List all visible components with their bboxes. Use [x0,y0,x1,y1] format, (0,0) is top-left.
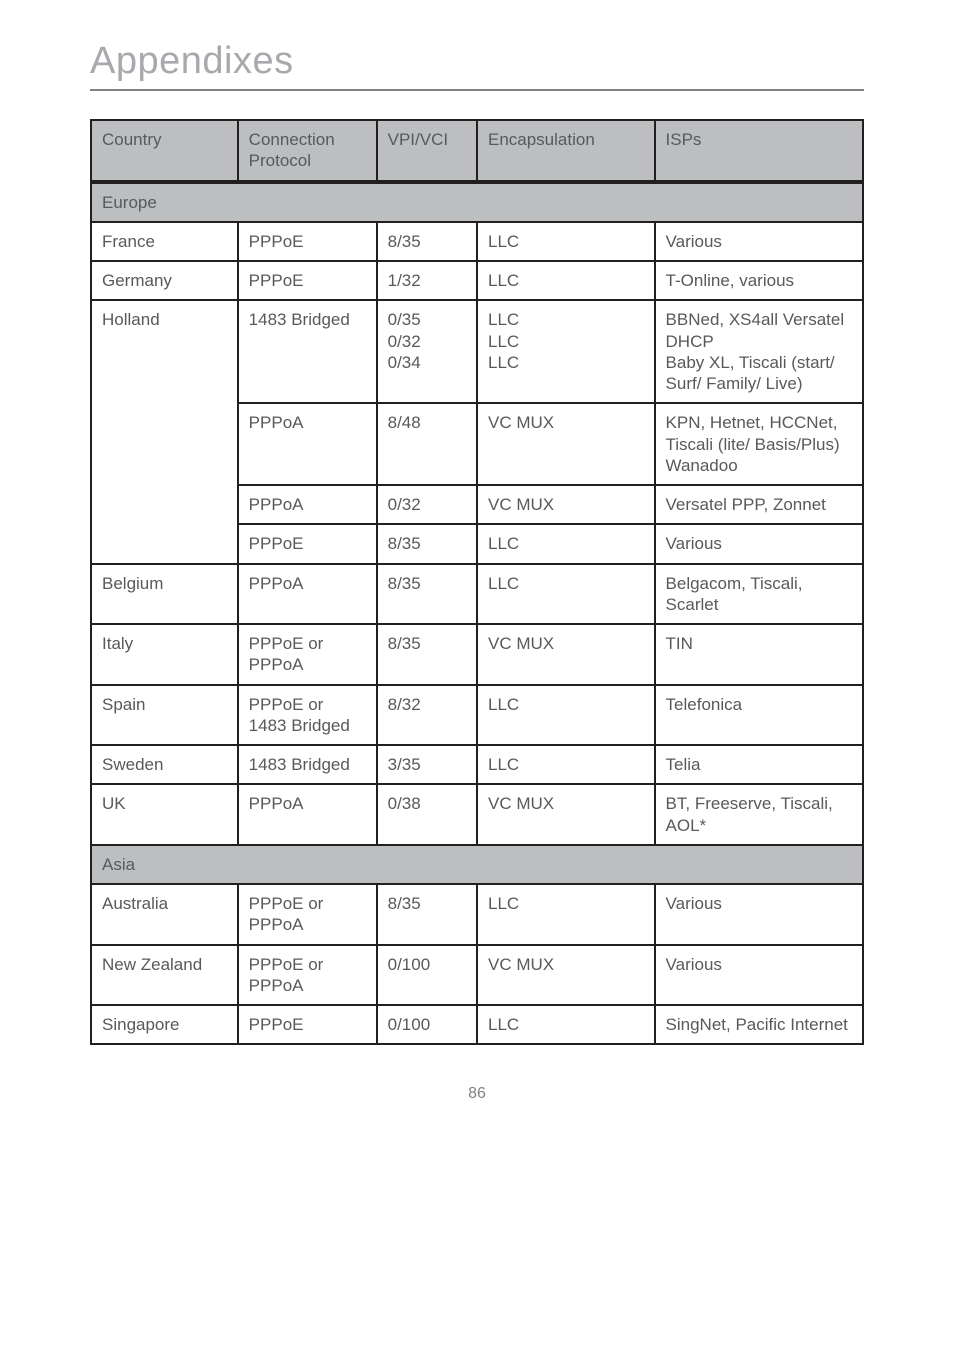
table-row: BelgiumPPPoA8/35LLCBelgacom, Tiscali, Sc… [91,564,863,625]
cell-isps: T-Online, various [655,261,863,300]
table-row: SingaporePPPoE0/100LLCSingNet, Pacific I… [91,1005,863,1044]
cell-vpivci: 0/350/320/34 [377,300,477,403]
header-isps: ISPs [655,120,863,182]
cell-country: Australia [91,884,238,945]
cell-isps: KPN, Hetnet, HCCNet, Tiscali (lite/ Basi… [655,403,863,485]
cell-encap: LLC [477,222,655,261]
cell-encap: VC MUX [477,945,655,1006]
cell-protocol: 1483 Bridged [238,300,377,403]
cell-encap: VC MUX [477,784,655,845]
cell-encap: LLC [477,564,655,625]
section-label: Europe [91,182,863,222]
cell-encap: VC MUX [477,485,655,524]
table-row: FrancePPPoE8/35LLCVarious [91,222,863,261]
cell-protocol: PPPoE or PPPoA [238,945,377,1006]
cell-isps: Various [655,945,863,1006]
header-vpivci: VPI/VCI [377,120,477,182]
cell-protocol: PPPoA [238,564,377,625]
cell-vpivci: 0/100 [377,945,477,1006]
table-row: SpainPPPoE or1483 Bridged8/32LLCTelefoni… [91,685,863,746]
cell-isps: Telia [655,745,863,784]
cell-vpivci: 0/38 [377,784,477,845]
cell-vpivci: 8/35 [377,564,477,625]
cell-encap: LLC [477,524,655,563]
cell-encap: LLC [477,884,655,945]
cell-protocol: PPPoE or1483 Bridged [238,685,377,746]
page-number: 86 [90,1085,864,1103]
section-label: Asia [91,845,863,884]
cell-encap: LLC [477,1005,655,1044]
cell-protocol: PPPoE or PPPoA [238,624,377,685]
cell-country: Sweden [91,745,238,784]
cell-protocol: PPPoE [238,261,377,300]
cell-vpivci: 3/35 [377,745,477,784]
cell-isps: TIN [655,624,863,685]
cell-isps: Versatel PPP, Zonnet [655,485,863,524]
cell-country: Spain [91,685,238,746]
cell-vpivci: 8/35 [377,524,477,563]
table-row: GermanyPPPoE1/32LLCT-Online, various [91,261,863,300]
cell-vpivci: 8/48 [377,403,477,485]
cell-protocol: PPPoA [238,784,377,845]
cell-protocol: PPPoA [238,485,377,524]
cell-isps: BT, Freeserve, Tiscali, AOL* [655,784,863,845]
cell-vpivci: 8/35 [377,624,477,685]
cell-country: Belgium [91,564,238,625]
table-row: New ZealandPPPoE or PPPoA0/100VC MUXVari… [91,945,863,1006]
cell-country: Germany [91,261,238,300]
cell-vpivci: 8/35 [377,884,477,945]
appendix-table: Country Connection Protocol VPI/VCI Enca… [90,119,864,1045]
cell-isps: Various [655,884,863,945]
cell-protocol: PPPoE [238,222,377,261]
table-row: UKPPPoA0/38VC MUXBT, Freeserve, Tiscali,… [91,784,863,845]
cell-isps: SingNet, Pacific Internet [655,1005,863,1044]
cell-vpivci: 1/32 [377,261,477,300]
cell-encap: VC MUX [477,624,655,685]
cell-encap: LLCLLCLLC [477,300,655,403]
table-row: Holland1483 Bridged0/350/320/34LLCLLCLLC… [91,300,863,403]
cell-isps: Telefonica [655,685,863,746]
cell-encap: LLC [477,685,655,746]
cell-protocol: PPPoE or PPPoA [238,884,377,945]
cell-protocol: PPPoE [238,1005,377,1044]
cell-protocol: PPPoE [238,524,377,563]
header-country: Country [91,120,238,182]
cell-encap: LLC [477,745,655,784]
cell-vpivci: 0/100 [377,1005,477,1044]
cell-country: UK [91,784,238,845]
cell-country: France [91,222,238,261]
cell-isps: BBNed, XS4all Versatel DHCPBaby XL, Tisc… [655,300,863,403]
cell-vpivci: 8/35 [377,222,477,261]
section-row: Asia [91,845,863,884]
table-header-row: Country Connection Protocol VPI/VCI Enca… [91,120,863,182]
cell-country: Singapore [91,1005,238,1044]
cell-vpivci: 8/32 [377,685,477,746]
header-protocol: Connection Protocol [238,120,377,182]
table-row: Sweden1483 Bridged3/35LLCTelia [91,745,863,784]
title-rule [90,89,864,91]
cell-country: Italy [91,624,238,685]
cell-country: Holland [91,300,238,563]
table-row: AustraliaPPPoE or PPPoA8/35LLCVarious [91,884,863,945]
cell-protocol: PPPoA [238,403,377,485]
page-title: Appendixes [90,40,864,83]
cell-isps: Various [655,524,863,563]
cell-vpivci: 0/32 [377,485,477,524]
cell-country: New Zealand [91,945,238,1006]
cell-encap: VC MUX [477,403,655,485]
section-row: Europe [91,182,863,222]
header-encap: Encapsulation [477,120,655,182]
cell-isps: Various [655,222,863,261]
cell-encap: LLC [477,261,655,300]
table-row: ItalyPPPoE or PPPoA8/35VC MUXTIN [91,624,863,685]
cell-isps: Belgacom, Tiscali, Scarlet [655,564,863,625]
cell-protocol: 1483 Bridged [238,745,377,784]
